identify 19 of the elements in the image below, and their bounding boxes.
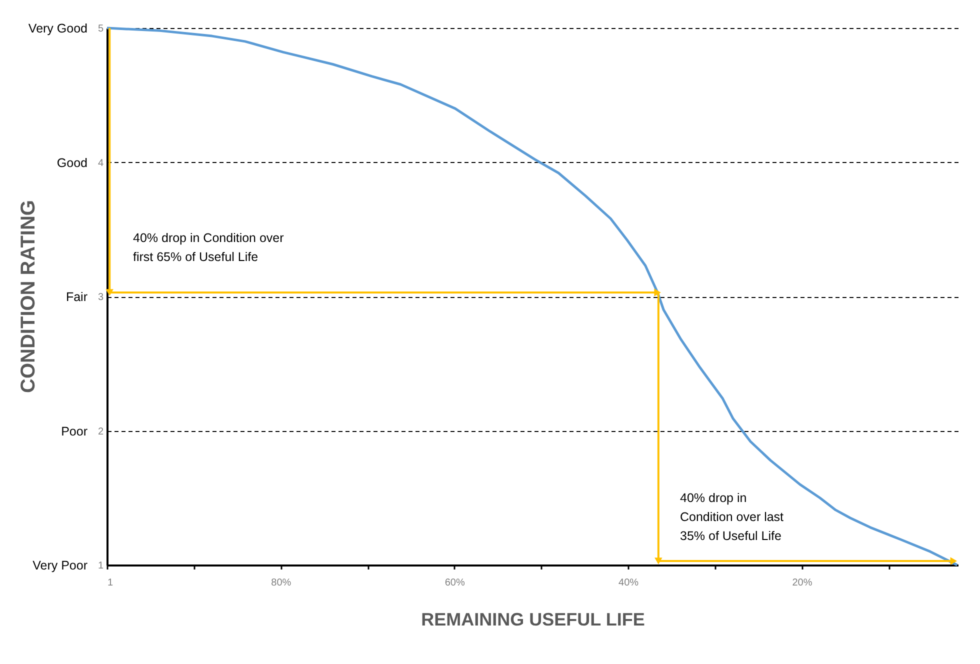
category-label: Very Poor — [32, 558, 88, 572]
category-label: Fair — [66, 290, 88, 304]
x-tick-label: 80% — [271, 578, 292, 588]
y-tick-label: 2 — [98, 426, 104, 438]
x-tick-label: 20% — [792, 578, 812, 588]
y-tick-label: 1 — [98, 560, 104, 572]
y-axis-title: CONDITION RATING — [18, 200, 40, 393]
x-tick-label: 60% — [444, 578, 465, 588]
annotation: 40% drop in Condition over last 35% of Useful Life — [680, 491, 784, 543]
y-tick-label: 3 — [98, 292, 104, 303]
category-label: Good — [56, 156, 88, 170]
x-axis-title: REMAINING USEFUL LIFE — [421, 610, 645, 630]
y-tick-label: 4 — [98, 158, 104, 169]
category-label: Poor — [61, 424, 88, 438]
x-tick-label: 1 — [108, 578, 114, 588]
category-label: Very Good — [28, 22, 88, 36]
y-tick-label: 5 — [98, 24, 104, 34]
annotation: 40% drop in Condition over first 65% of Useful Life — [133, 231, 284, 264]
x-tick-label: 40% — [618, 578, 639, 588]
